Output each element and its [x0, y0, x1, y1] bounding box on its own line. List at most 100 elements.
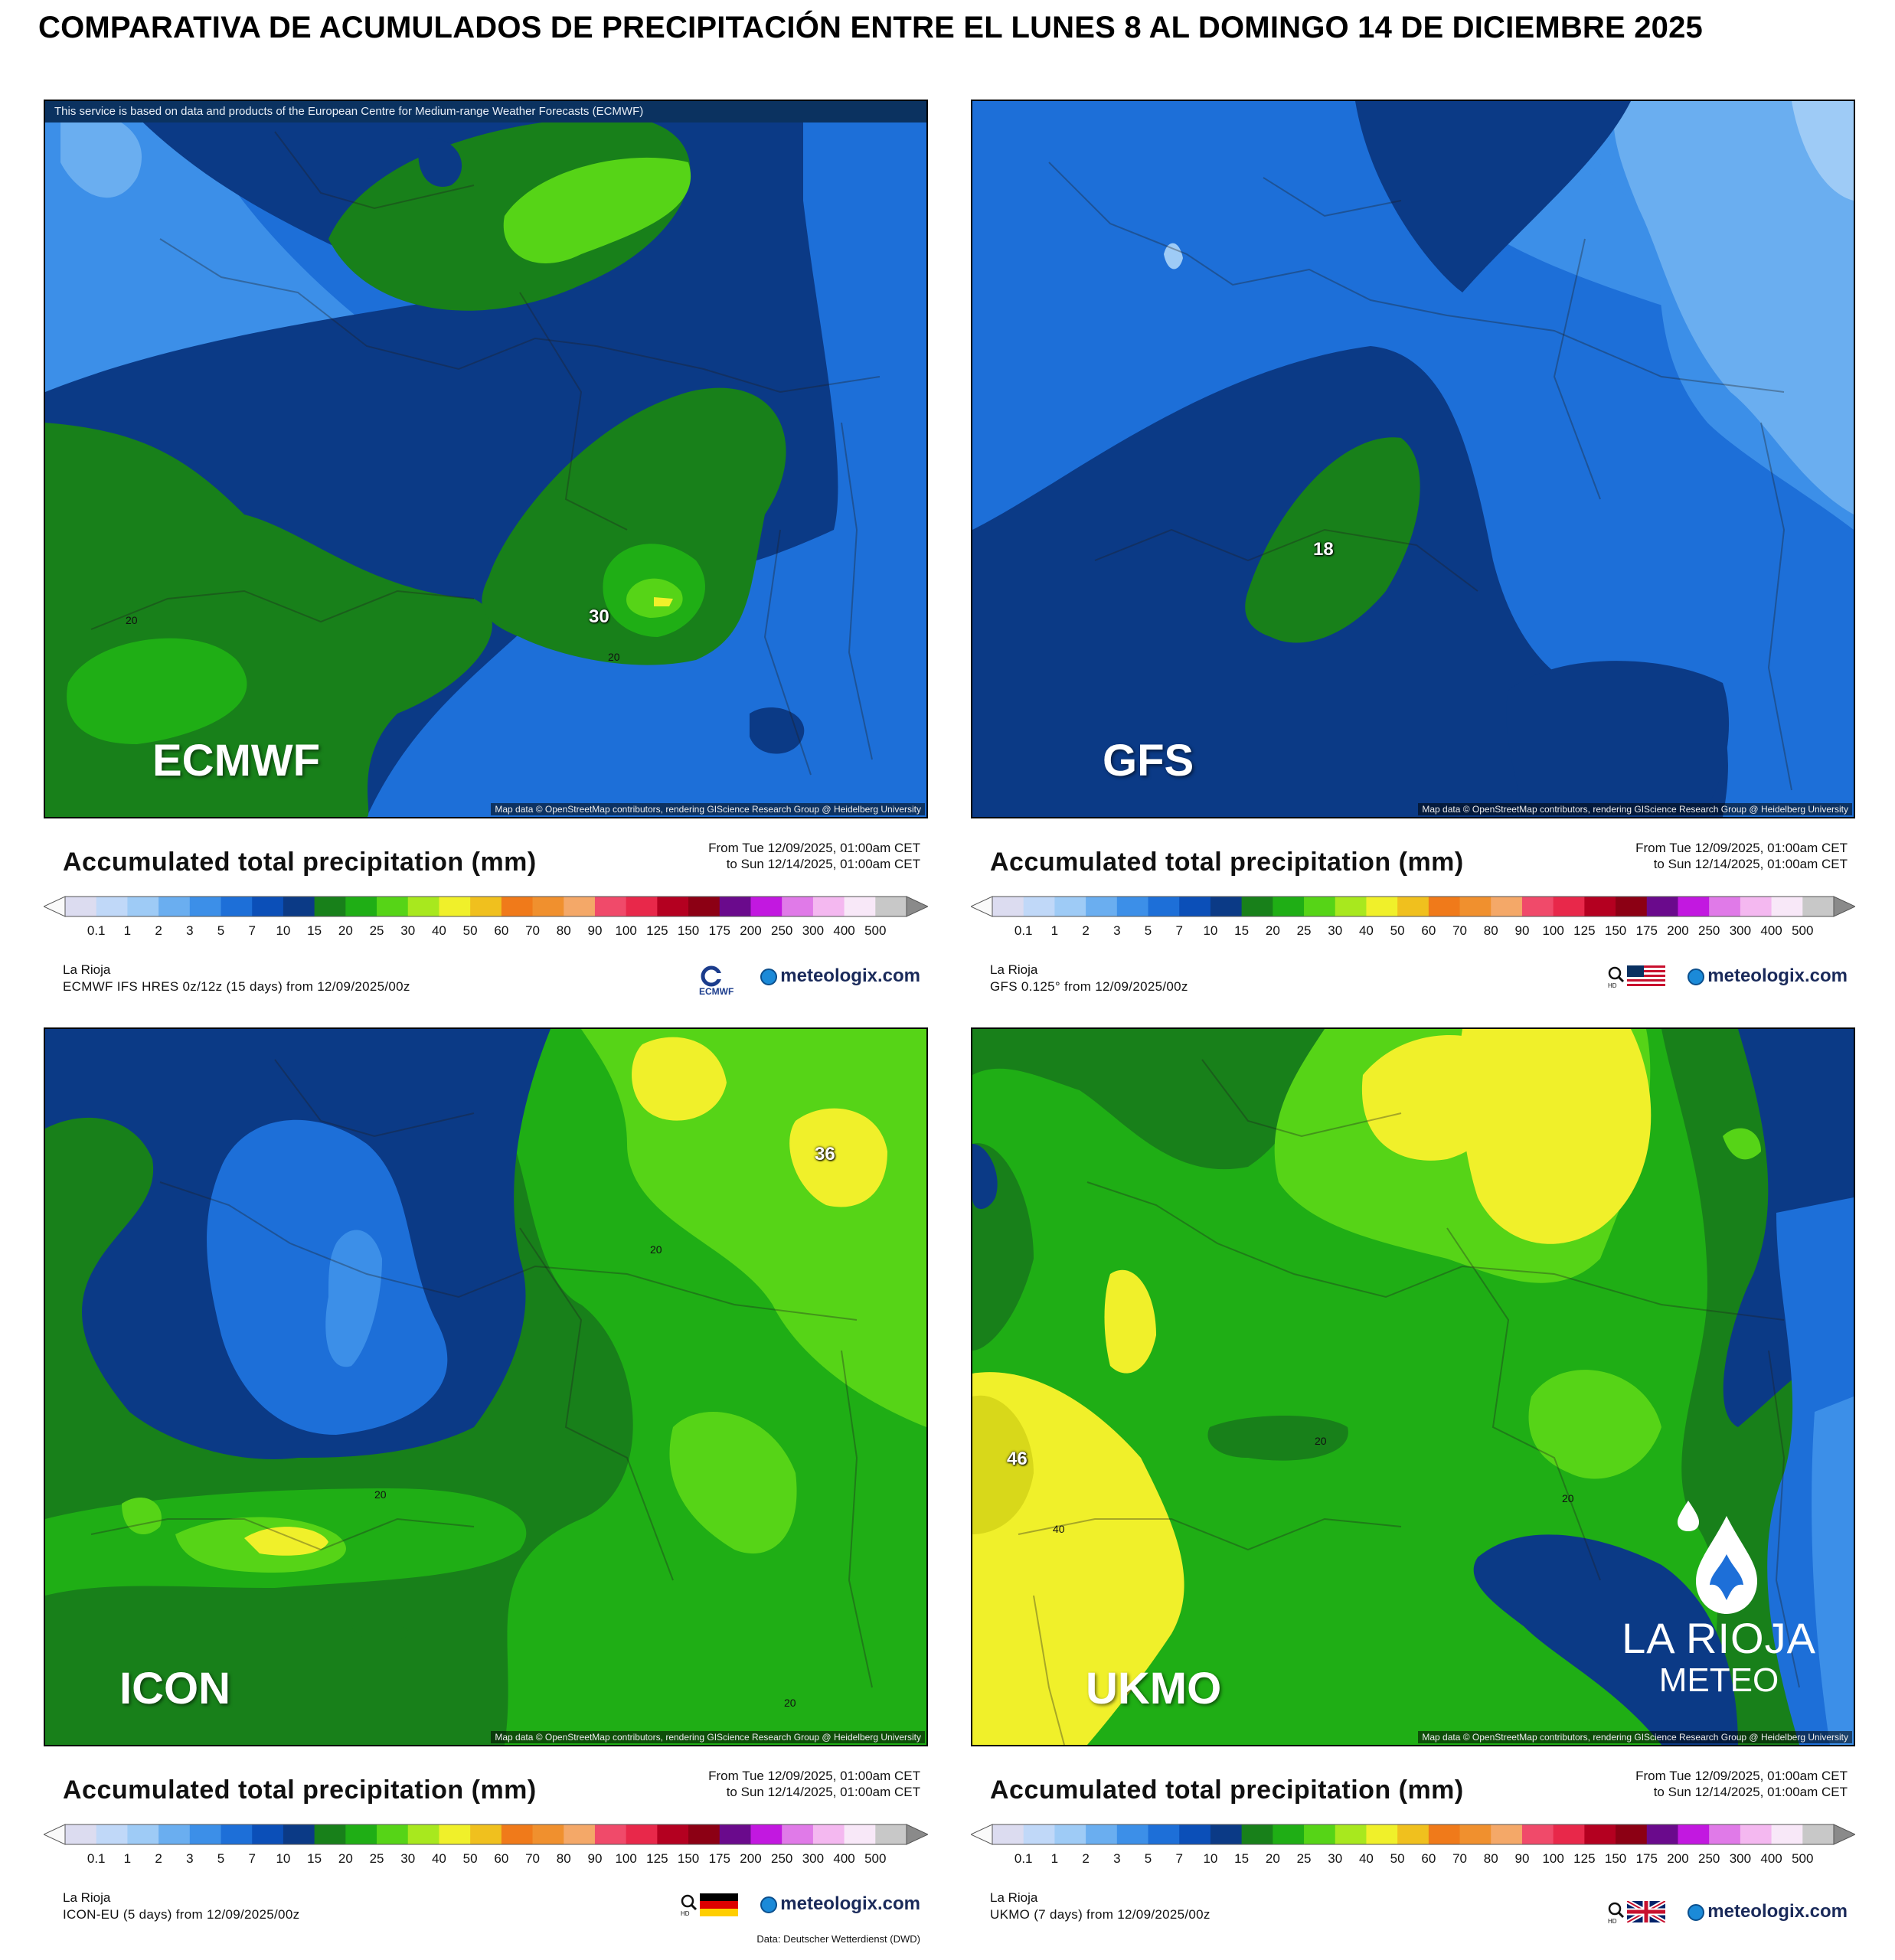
- meteologix-brand[interactable]: meteologix.com: [760, 1893, 920, 1915]
- scale-swatch: [283, 1824, 315, 1844]
- svg-text:HD: HD: [681, 1910, 690, 1916]
- scale-swatch: [96, 897, 128, 916]
- scale-tick-label: 400: [1760, 923, 1782, 938]
- scale-swatch: [1366, 1824, 1398, 1844]
- scale-swatch: [1491, 897, 1523, 916]
- map-ecmwf: This service is based on data and produc…: [44, 100, 928, 818]
- scale-swatch: [189, 897, 222, 916]
- scale-tick-label: 150: [677, 1851, 700, 1866]
- scale-tick-label: 300: [802, 1851, 825, 1866]
- scale-tick-label: 150: [677, 923, 700, 938]
- scale-swatch: [1584, 1824, 1616, 1844]
- scale-swatch: [1116, 1824, 1149, 1844]
- scale-swatch: [1678, 897, 1710, 916]
- svg-text:HD: HD: [1608, 982, 1617, 988]
- scale-tick-label: 60: [494, 923, 509, 938]
- panel-icon: 36 20 20 20 ICON Map data © OpenStreetMa…: [44, 1027, 928, 1946]
- scale-tick-label: 2: [1082, 923, 1090, 938]
- scale-tick-label: 15: [1234, 1851, 1250, 1866]
- scale-swatch: [626, 897, 658, 916]
- precip-field-ukmo: [972, 1029, 1854, 1745]
- meteologix-brand[interactable]: meteologix.com: [760, 965, 920, 987]
- scale-frame: [992, 896, 1835, 917]
- scale-swatch: [1241, 1824, 1273, 1844]
- scale-swatch: [1771, 897, 1803, 916]
- scale-tick-label: 10: [1203, 923, 1218, 938]
- scale-swatch: [283, 897, 315, 916]
- scale-tick-label: 3: [1113, 923, 1121, 938]
- scale-swatch: [252, 897, 284, 916]
- scale-swatch: [1304, 897, 1336, 916]
- scale-tick-label: 50: [1390, 1851, 1405, 1866]
- scale-tick-label: 1: [123, 923, 132, 938]
- model-label: ICON: [119, 1664, 230, 1713]
- legend-period: From Tue 12/09/2025, 01:00am CET to Sun 1…: [1635, 841, 1848, 871]
- scale-swatch: [719, 1824, 751, 1844]
- legend-title: Accumulated total precipitation (mm): [63, 1775, 537, 1805]
- meteologix-logo-icon: [760, 968, 778, 985]
- scale-tick-label: 200: [740, 923, 762, 938]
- scale-tick-label: 400: [1760, 1851, 1782, 1866]
- water-drop-logo-icon: [1678, 1501, 1757, 1614]
- hd-search-icon[interactable]: HD: [680, 1893, 698, 1917]
- scale-tick-label: 3: [186, 1851, 194, 1866]
- meteologix-logo-icon: [760, 1896, 778, 1913]
- scale-swatch: [407, 897, 439, 916]
- scale-swatch: [221, 897, 253, 916]
- scale-tick-label: 250: [770, 1851, 793, 1866]
- scale-swatch: [750, 897, 783, 916]
- isoline-label: 20: [1315, 1435, 1327, 1447]
- scale-max-arrow: [906, 1824, 928, 1845]
- scale-tick-label: 125: [646, 1851, 668, 1866]
- hd-search-icon[interactable]: HD: [1607, 965, 1625, 989]
- scale-tick-label: 200: [1667, 923, 1689, 938]
- scale-tick-label: 10: [276, 923, 291, 938]
- scale-tick-label: 50: [462, 923, 478, 938]
- scale-swatch: [594, 1824, 627, 1844]
- meteologix-brand[interactable]: meteologix.com: [1688, 965, 1848, 987]
- scale-swatch: [158, 1824, 191, 1844]
- model-source: ICON-EU (5 days) from 12/09/2025/00z: [63, 1907, 300, 1922]
- scale-swatch: [875, 1824, 907, 1844]
- scale-tick-label: 70: [1452, 923, 1468, 938]
- scale-swatch: [1054, 1824, 1086, 1844]
- legend-period: From Tue 12/09/2025, 01:00am CET to Sun 1…: [1635, 1769, 1848, 1799]
- scale-tick-label: 50: [1390, 923, 1405, 938]
- model-source: UKMO (7 days) from 12/09/2025/00z: [990, 1907, 1211, 1922]
- scale-swatch: [1335, 1824, 1367, 1844]
- scale-tick-label: 7: [248, 923, 256, 938]
- hd-search-icon[interactable]: HD: [1607, 1901, 1625, 1925]
- color-scale-bar: [44, 1824, 928, 1845]
- meteologix-logo-icon: [1688, 968, 1705, 985]
- scale-tick-label: 5: [217, 1851, 225, 1866]
- scale-swatch: [1709, 1824, 1741, 1844]
- page-title: COMPARATIVA DE ACUMULADOS DE PRECIPITACI…: [38, 11, 1704, 44]
- scale-min-arrow: [971, 896, 993, 917]
- legend-period: From Tue 12/09/2025, 01:00am CET to Sun 1…: [708, 841, 920, 871]
- meteologix-brand[interactable]: meteologix.com: [1688, 1901, 1848, 1922]
- scale-tick-label: 1: [123, 1851, 132, 1866]
- scale-tick-label: 300: [802, 923, 825, 938]
- scale-swatch: [688, 897, 720, 916]
- isoline-label: 20: [1562, 1492, 1574, 1504]
- scale-swatch: [1397, 1824, 1429, 1844]
- watermark-line2: METEO: [1658, 1661, 1779, 1699]
- scale-tick-label: 80: [1483, 1851, 1498, 1866]
- scale-tick-label: 90: [587, 923, 603, 938]
- color-scale-bar: [44, 896, 928, 917]
- scale-swatch: [719, 897, 751, 916]
- scale-swatch: [1397, 897, 1429, 916]
- la-rioja-meteo-watermark: LA RIOJA METEO: [1604, 1501, 1834, 1715]
- scale-tick-label: 80: [1483, 923, 1498, 938]
- scale-swatch: [407, 1824, 439, 1844]
- scale-swatch: [564, 897, 596, 916]
- scale-swatch: [1646, 897, 1678, 916]
- scale-swatch: [1740, 1824, 1772, 1844]
- scale-swatch: [1771, 1824, 1803, 1844]
- scale-swatch: [96, 1824, 128, 1844]
- scale-swatch: [1584, 897, 1616, 916]
- scale-swatch: [1148, 897, 1180, 916]
- scale-tick-label: 0.1: [1014, 1851, 1033, 1866]
- scale-swatch: [221, 1824, 253, 1844]
- legend-title: Accumulated total precipitation (mm): [63, 848, 537, 877]
